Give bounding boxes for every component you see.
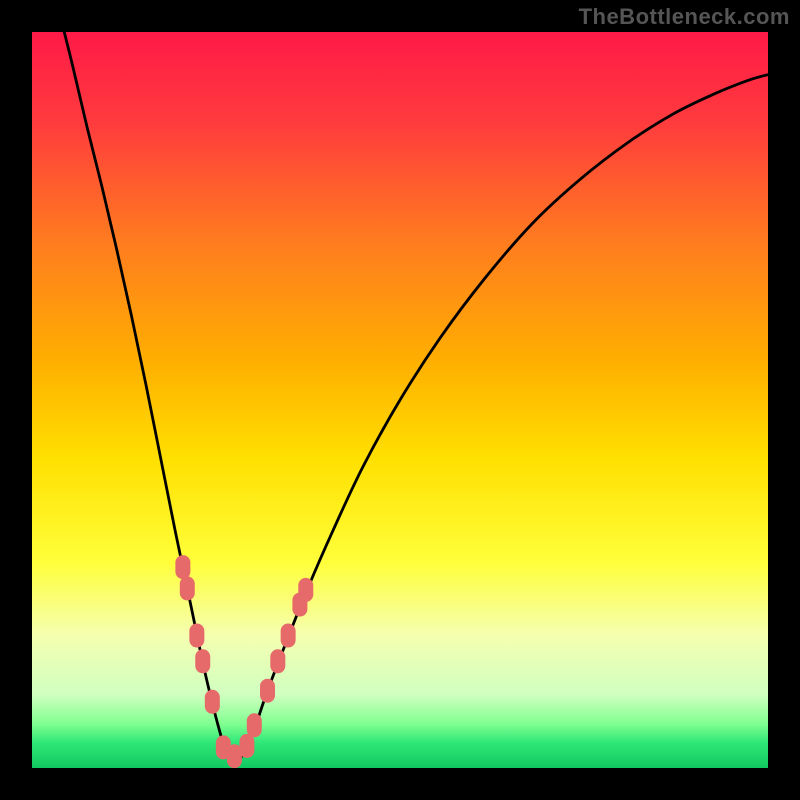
data-marker	[260, 679, 275, 703]
data-marker	[247, 713, 262, 737]
data-marker	[270, 649, 285, 673]
data-marker	[281, 624, 296, 648]
data-marker	[180, 576, 195, 600]
data-marker	[195, 649, 210, 673]
data-marker	[239, 734, 254, 758]
bottleneck-chart	[32, 32, 768, 768]
data-marker	[189, 624, 204, 648]
watermark-text: TheBottleneck.com	[579, 4, 790, 30]
data-marker	[175, 555, 190, 579]
data-marker	[205, 690, 220, 714]
data-marker	[298, 578, 313, 602]
